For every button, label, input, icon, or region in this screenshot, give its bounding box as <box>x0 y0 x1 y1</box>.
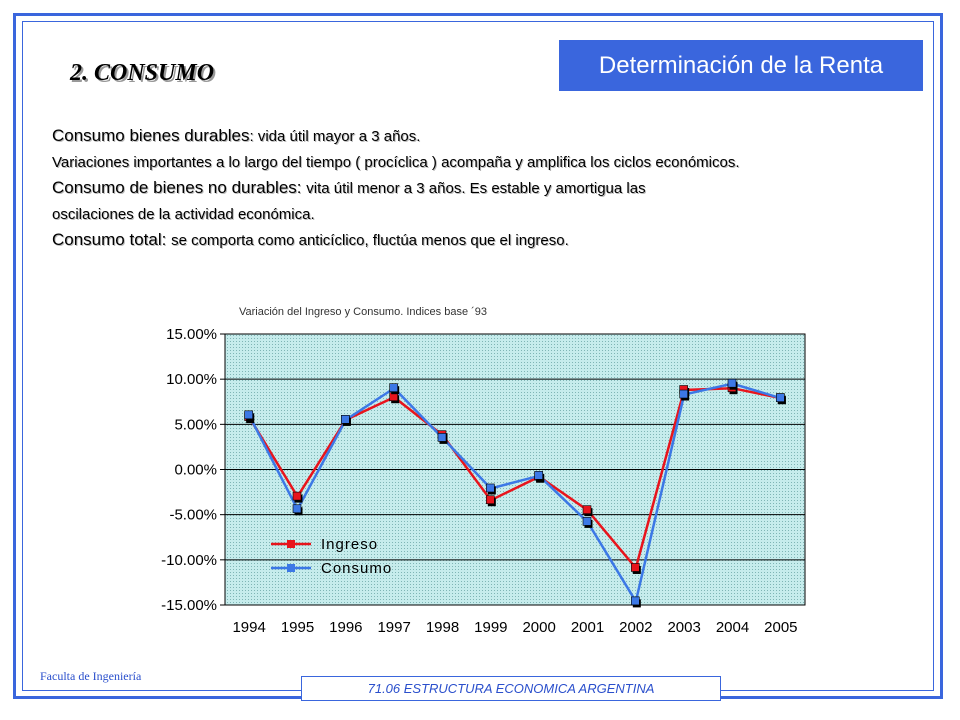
x-tick-label: 2003 <box>667 619 700 636</box>
no-durables-label: Consumo de bienes no durables: <box>52 178 307 197</box>
line-total: Consumo total: se comporta como anticícl… <box>52 230 569 250</box>
data-point-consumo <box>679 389 688 399</box>
legend-label: Consumo <box>321 560 392 577</box>
section-title: 2. CONSUMO <box>70 60 215 86</box>
data-point-consumo <box>486 483 495 493</box>
x-tick-label: 1995 <box>281 619 314 636</box>
footer-faculty: Faculta de Ingeniería <box>40 669 142 683</box>
x-tick-label: 2005 <box>764 619 797 636</box>
line-no-durables: Consumo de bienes no durables: vita útil… <box>52 178 646 198</box>
total-label: Consumo total: <box>52 230 172 249</box>
data-point-consumo <box>534 471 543 480</box>
data-point-ingreso <box>292 491 302 501</box>
y-tick-label: 10.00% <box>166 371 217 388</box>
data-point-consumo <box>389 383 398 393</box>
line-variaciones: Variaciones importantes a lo largo del t… <box>52 154 740 171</box>
y-tick-label: 0.00% <box>174 462 217 479</box>
data-point-consumo <box>437 433 447 442</box>
x-tick-label: 1994 <box>232 619 265 636</box>
y-tick-label: -15.00% <box>161 597 217 614</box>
data-point-ingreso <box>582 505 592 514</box>
data-point-consumo <box>727 378 737 388</box>
data-point-consumo <box>341 415 350 424</box>
x-tick-label: 2001 <box>571 619 604 636</box>
series-line-consumo <box>248 382 782 605</box>
legend-marker <box>287 540 295 548</box>
x-tick-label: 2002 <box>619 619 652 636</box>
y-tick-label: 15.00% <box>166 326 217 343</box>
x-tick-label: 1998 <box>426 619 459 636</box>
y-tick-label: -5.00% <box>169 507 217 524</box>
x-tick-label: 2000 <box>522 619 555 636</box>
slide-title: Determinación de la Renta <box>559 40 923 91</box>
x-tick-label: 1996 <box>329 619 362 636</box>
total-text: se comporta como anticíclico, fluctúa me… <box>171 232 569 249</box>
legend-marker <box>287 564 295 572</box>
x-tick-label: 1999 <box>474 619 507 636</box>
line-chart: 15.00% 10.00% 5.00% 0.00% -5.00% -10.00% -15.0… <box>161 326 806 636</box>
durables-label: Consumo bienes durables <box>52 126 250 145</box>
line-oscilaciones: oscilaciones de la actividad económica. <box>52 206 315 223</box>
durables-text: : vida útil mayor a 3 años. <box>249 128 421 145</box>
x-tick-label: 1997 <box>377 619 410 636</box>
data-point-consumo <box>244 410 253 420</box>
y-tick-label: -10.00% <box>161 552 217 569</box>
data-point-consumo <box>631 596 640 606</box>
chart-title: Variación del Ingreso y Consumo. Indices… <box>239 306 488 318</box>
data-point-ingreso <box>486 495 495 505</box>
no-durables-text: vita útil menor a 3 años. Es estable y a… <box>306 180 646 197</box>
data-point-consumo <box>292 504 302 514</box>
x-tick-label: 2004 <box>716 619 749 636</box>
data-point-consumo <box>776 393 785 402</box>
y-tick-label: 5.00% <box>174 416 217 433</box>
legend-label: Ingreso <box>321 536 378 553</box>
data-point-ingreso <box>631 563 640 572</box>
data-point-consumo <box>582 517 592 526</box>
line-durables: Consumo bienes durables: vida útil mayor… <box>52 126 420 146</box>
footer-course: 71.06 ESTRUCTURA ECONOMICA ARGENTINA <box>301 676 721 701</box>
